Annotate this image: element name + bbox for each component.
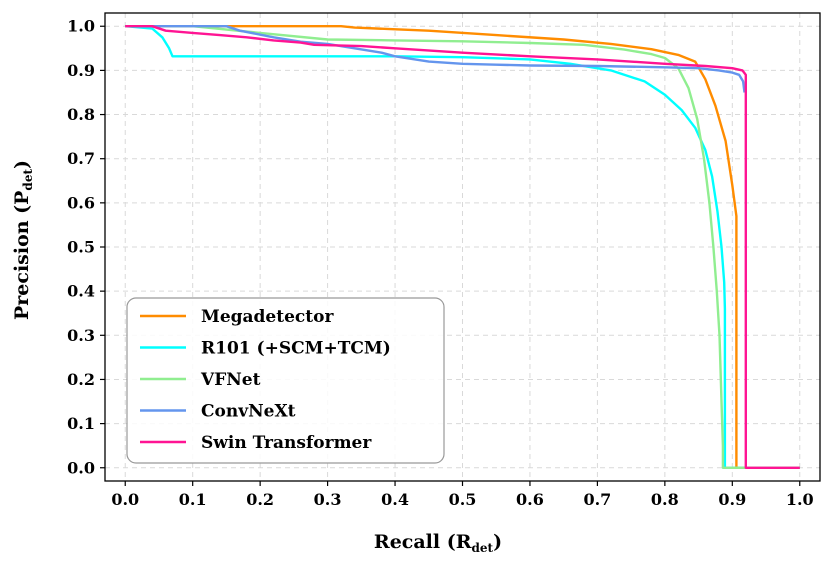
y-tick-label: 0.7 xyxy=(67,149,95,168)
series-layer xyxy=(125,25,800,469)
x-tick-label: 0.6 xyxy=(516,490,544,509)
y-axis-label-subscript: det xyxy=(21,169,35,191)
series-line-swin-transformer xyxy=(125,25,800,469)
x-axis-ticks: 0.0 0.1 0.2 0.3 0.4 0.5 0.6 0.7 0.8 0.9 1.0 xyxy=(111,481,814,509)
legend-label-r101-scm-tcm: R101 (+SCM+TCM) xyxy=(201,339,391,359)
x-tick-label: 0.2 xyxy=(246,490,274,509)
y-tick-label: 0.8 xyxy=(67,105,95,124)
y-tick-label: 1.0 xyxy=(67,17,95,36)
y-tick-label: 0.9 xyxy=(67,61,95,80)
y-tick-label: 0.3 xyxy=(67,326,95,345)
x-axis-label-subscript: det xyxy=(472,541,494,555)
y-axis-label-group: Precision (Pdet) xyxy=(11,160,35,320)
legend-label-megadetector: Megadetector xyxy=(201,307,334,327)
y-axis-label-close: ) xyxy=(11,160,33,169)
y-axis-ticks: 0.0 0.1 0.2 0.3 0.4 0.5 0.6 0.7 0.8 0.9 1.0 xyxy=(67,17,105,477)
y-axis-label-main: Precision (P xyxy=(11,191,33,320)
legend-label-vfnet: VFNet xyxy=(200,370,261,390)
x-tick-label: 1.0 xyxy=(786,490,814,509)
legend: Megadetector R101 (+SCM+TCM) VFNet ConvNeXt… xyxy=(126,297,445,464)
series-line-convnext xyxy=(125,25,746,93)
x-tick-label: 0.8 xyxy=(651,490,679,509)
legend-label-swin-transformer: Swin Transformer xyxy=(201,433,372,453)
x-tick-label: 0.0 xyxy=(111,490,139,509)
x-tick-label: 0.7 xyxy=(583,490,611,509)
x-tick-label: 0.9 xyxy=(718,490,746,509)
y-tick-label: 0.5 xyxy=(67,238,95,257)
x-axis-label-close: ) xyxy=(493,531,502,553)
y-tick-label: 0.1 xyxy=(67,414,95,433)
x-tick-label: 0.4 xyxy=(381,490,409,509)
y-tick-label: 0.6 xyxy=(67,193,95,212)
legend-box xyxy=(126,297,445,464)
y-tick-label: 0.0 xyxy=(67,458,95,477)
y-tick-label: 0.2 xyxy=(67,370,95,389)
y-tick-label: 0.4 xyxy=(67,282,95,301)
x-axis-label: Recall (Rdet) xyxy=(374,531,502,555)
legend-label-convnext: ConvNeXt xyxy=(201,402,296,422)
series-line-r101-scm-tcm xyxy=(125,25,800,469)
x-axis-label-main: Recall (R xyxy=(374,531,472,553)
series-line-vfnet xyxy=(125,25,800,469)
x-tick-label: 0.5 xyxy=(449,490,477,509)
series-line-megadetector xyxy=(125,25,800,469)
x-tick-label: 0.3 xyxy=(314,490,342,509)
x-tick-label: 0.1 xyxy=(179,490,207,509)
y-axis-label: Precision (Pdet) xyxy=(11,160,35,320)
